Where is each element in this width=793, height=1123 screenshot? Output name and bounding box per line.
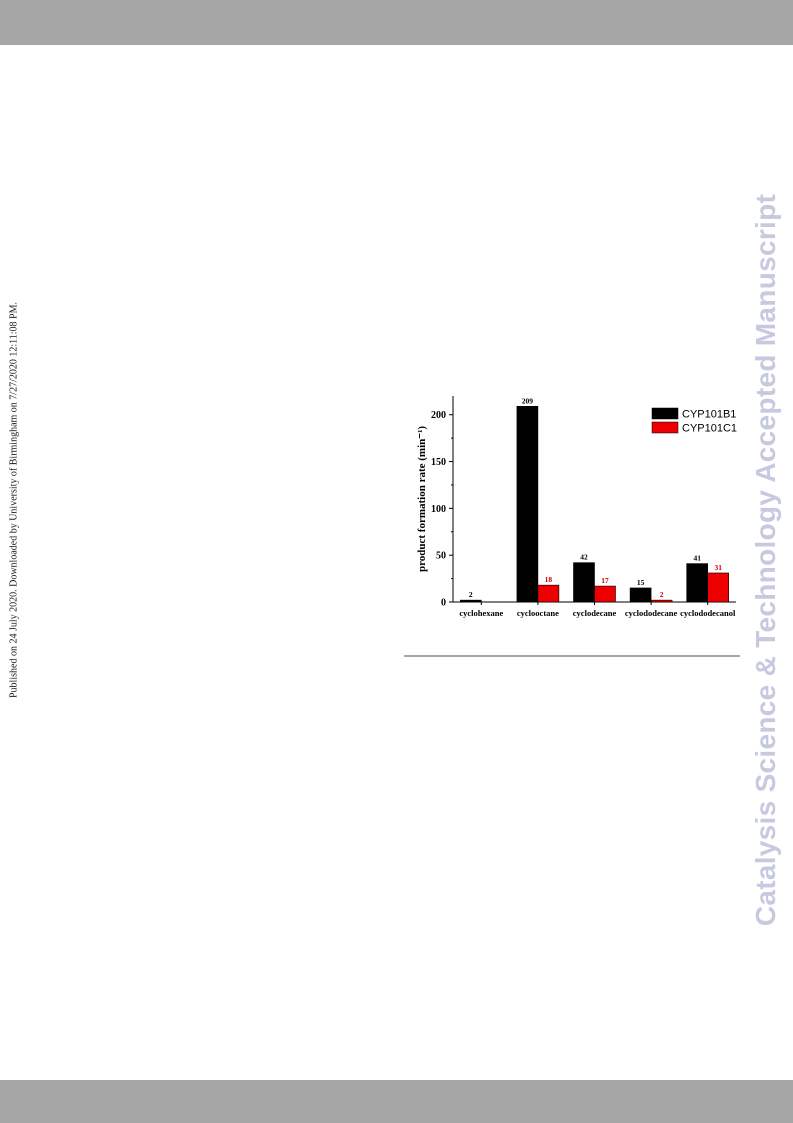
legend-label: CYP101B1	[682, 409, 736, 421]
bar-cyp101b1	[459, 599, 482, 603]
bar-cyp101c1	[594, 585, 616, 603]
bar-cyp101b1	[686, 563, 709, 603]
figure-divider	[404, 655, 740, 657]
data-label-cyp101c1: 31	[714, 563, 722, 572]
data-label-cyp101c1: 2	[660, 590, 664, 599]
data-label-cyp101b1: 209	[522, 396, 534, 405]
legend-swatch	[651, 407, 679, 420]
data-label-cyp101b1: 15	[637, 578, 645, 587]
data-label-cyp101c1: 18	[545, 575, 553, 584]
bar-cyp101c1	[707, 572, 730, 603]
y-axis-label: product formation rate (min⁻¹)	[416, 426, 428, 572]
y-tick-label: 150	[431, 457, 446, 468]
x-tick-label: cyclodecane	[573, 608, 617, 618]
header-bar	[0, 0, 793, 45]
download-note-text: Published on 24 July 2020. Downloaded by…	[8, 301, 20, 699]
y-tick-label: 100	[431, 504, 446, 515]
bar-cyp101b1	[629, 587, 652, 603]
legend-swatch	[651, 421, 679, 434]
data-label-cyp101b1: 42	[580, 553, 588, 562]
data-label-cyp101b1: 2	[469, 590, 473, 599]
data-label-cyp101c1: 17	[601, 576, 609, 585]
y-tick-label: 200	[431, 410, 446, 421]
legend-label: CYP101C1	[682, 423, 737, 435]
bar-cyp101b1	[516, 405, 539, 603]
watermark-text: Catalysis Science & Technology Accepted …	[750, 193, 781, 927]
bar-cyp101c1	[537, 584, 560, 603]
y-tick-label: 50	[436, 551, 446, 562]
x-tick-label: cyclododecane	[625, 608, 678, 618]
data-label-cyp101b1: 41	[693, 554, 701, 563]
y-tick-label: 0	[441, 598, 446, 609]
footer-bar	[0, 1080, 793, 1123]
bar-cyp101b1	[573, 562, 595, 603]
x-tick-label: cyclooctane	[517, 608, 559, 618]
x-tick-label: cyclohexane	[459, 608, 503, 618]
bar-cyp101c1	[650, 599, 673, 603]
x-tick-label: cyclododecanol	[680, 608, 736, 618]
